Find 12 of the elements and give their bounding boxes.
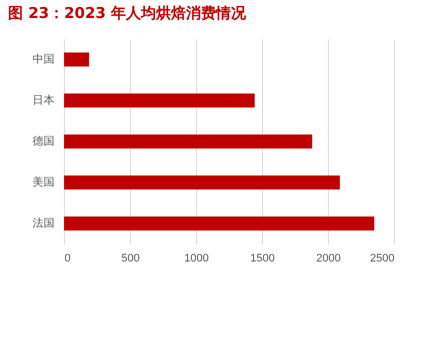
- chart-title: 图 23：2023 年人均烘焙消费情况: [8, 4, 248, 22]
- y-tick-label: 美国: [32, 176, 54, 188]
- y-tick-label: 法国: [32, 216, 54, 230]
- x-tick-label: 1500: [250, 252, 275, 264]
- x-tick-label: 1000: [184, 252, 209, 264]
- y-tick-label: 日本: [32, 94, 54, 106]
- x-tick-label: 0: [64, 252, 71, 264]
- y-tick-label: 德国: [32, 134, 54, 148]
- y-tick-label: 中国: [32, 52, 54, 66]
- x-tick-label: 2500: [370, 252, 394, 264]
- x-tick-label: 2000: [316, 252, 341, 264]
- x-tick-label: 500: [121, 252, 140, 264]
